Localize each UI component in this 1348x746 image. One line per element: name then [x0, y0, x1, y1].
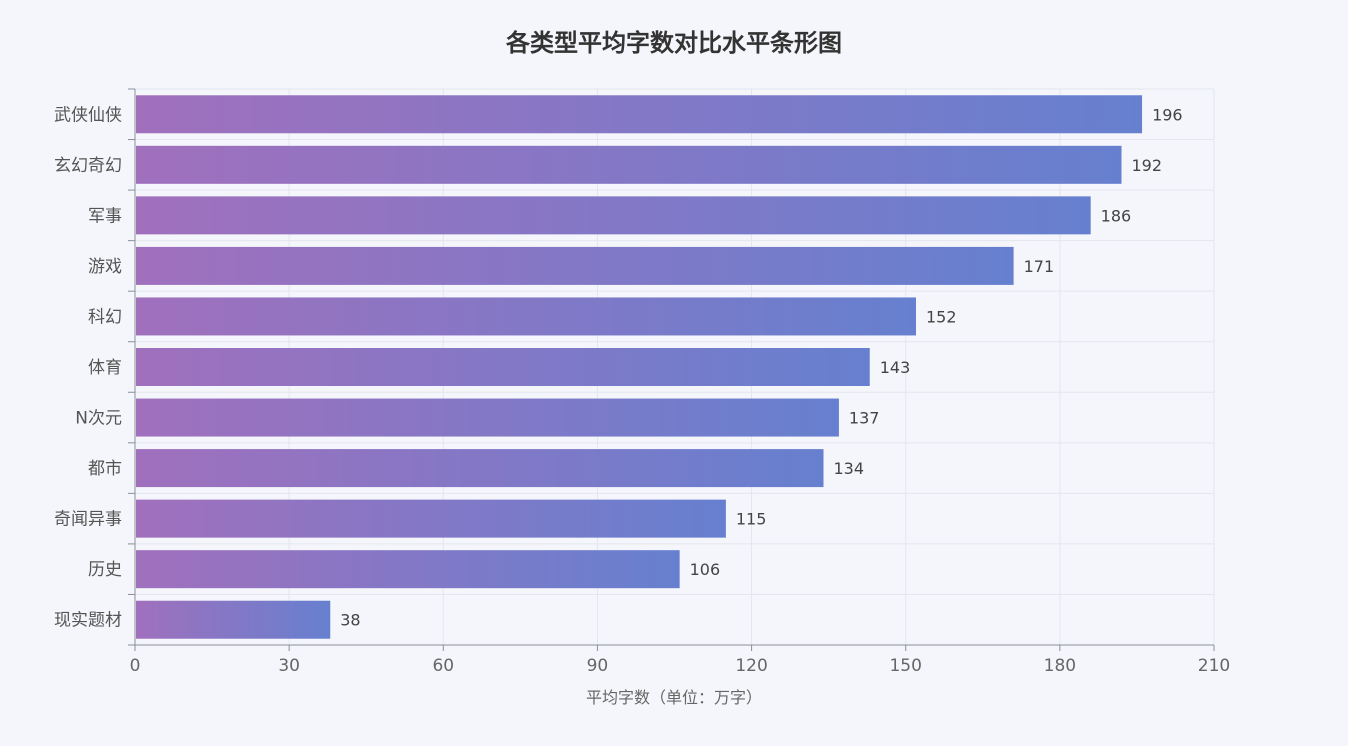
bar	[136, 246, 1014, 285]
bar-value-label: 106	[690, 560, 721, 579]
category-label: 玄幻奇幻	[54, 156, 122, 176]
x-tick-label: 150	[889, 656, 921, 676]
category-label: 科幻	[88, 307, 122, 327]
x-tick-label: 90	[587, 656, 609, 676]
bar	[136, 499, 726, 538]
bar	[136, 348, 870, 386]
bar	[136, 145, 1122, 184]
bar-value-label: 196	[1152, 105, 1183, 124]
bar	[136, 550, 680, 589]
bar-value-label: 137	[849, 409, 880, 428]
category-label: 都市	[88, 459, 122, 479]
category-label: 军事	[88, 206, 122, 226]
x-tick-label: 180	[1044, 656, 1076, 676]
category-label: 体育	[88, 358, 122, 378]
bar	[136, 297, 916, 336]
category-label: 游戏	[88, 257, 122, 277]
bar	[136, 600, 331, 639]
bar-value-label: 171	[1024, 257, 1055, 276]
category-label: N次元	[75, 409, 122, 429]
bar	[136, 398, 839, 437]
bar-value-label: 186	[1101, 206, 1132, 225]
bar-value-label: 192	[1132, 156, 1163, 175]
bar-value-label: 115	[736, 510, 767, 529]
bar-value-label: 152	[926, 307, 957, 326]
x-axis-title: 平均字数（单位：万字）	[586, 688, 762, 707]
bar-value-label: 143	[880, 358, 911, 377]
x-tick-label: 30	[278, 656, 300, 676]
x-tick-label: 0	[130, 656, 141, 676]
category-label: 奇闻异事	[54, 510, 122, 530]
x-tick-label: 60	[432, 656, 454, 676]
bar-value-label: 38	[340, 611, 360, 630]
bar	[136, 95, 1143, 134]
category-label: 历史	[88, 560, 122, 580]
chart-title: 各类型平均字数对比水平条形图	[505, 29, 842, 57]
bar-value-label: 134	[834, 459, 865, 478]
bars: 196 192 186 171 152 143 137 134 115 106 38	[136, 95, 1183, 639]
category-label: 武侠仙侠	[54, 105, 122, 125]
bar	[136, 196, 1091, 235]
x-tick-label: 120	[735, 656, 767, 676]
x-tick-label: 210	[1198, 656, 1230, 676]
bar	[136, 449, 824, 488]
category-label: 现实题材	[54, 611, 122, 631]
